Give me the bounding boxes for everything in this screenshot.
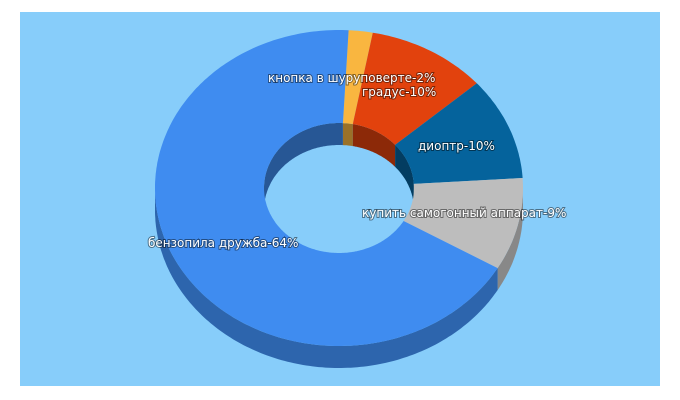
slice-label-value: -10% [464,139,495,153]
walls [155,123,523,368]
slice [403,178,523,269]
slice-label: кнопка в шуруповерте-2% [268,71,435,85]
slice-label: купить самогонный аппарат-9% [362,206,566,220]
slice-outer-wall [497,188,523,291]
slice-inner-wall [395,144,414,206]
slice-label-category: бензопила дружба [148,236,267,250]
slice-label-value: -10% [405,85,436,99]
slice [155,30,498,346]
slice-label-value: -2% [412,71,435,85]
slice-inner-wall [264,123,343,210]
labels: кнопка в шуруповерте-2%градус-10%диоптр-… [147,70,567,251]
slice-label-value: -9% [543,206,566,220]
slice-label-category: купить самогонный аппарат [362,206,543,220]
slice-inner-wall [342,123,353,147]
slice-label-category: градус [362,85,405,99]
slice [395,83,523,184]
slice-label-value: -64% [267,236,298,250]
slice-label-category: кнопка в шуруповерте [268,71,412,85]
slice-inner-wall [352,124,396,167]
slice [342,30,373,125]
slice-label-category: диоптр [418,139,464,153]
slice-outer-wall [155,188,498,368]
slices [155,30,523,346]
slice-label: градус-10% [362,85,436,99]
slice-label: диоптр-10% [418,139,495,153]
slice-label: бензопила дружба-64% [148,236,298,250]
slice [352,32,477,145]
